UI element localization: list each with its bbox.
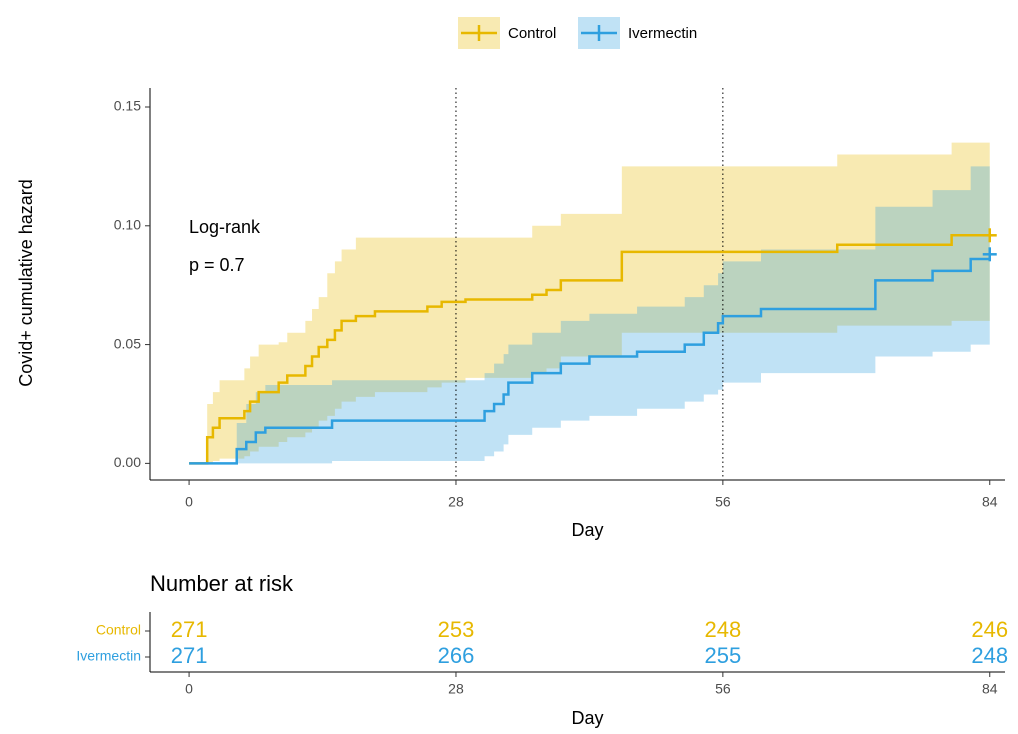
risk-value: 255	[705, 643, 742, 668]
y-tick-label: 0.15	[114, 98, 141, 114]
risk-value: 266	[438, 643, 475, 668]
table-title: Number at risk	[150, 571, 294, 596]
censor-mark	[982, 247, 997, 262]
legend-label: Ivermectin	[628, 25, 697, 42]
y-tick-label: 0.05	[114, 335, 141, 351]
annotation: Log-rank	[189, 217, 261, 237]
risk-value: 271	[171, 643, 208, 668]
risk-value: 271	[171, 617, 208, 642]
x-tick-label: 84	[982, 494, 998, 510]
x-tick-label: 28	[448, 681, 464, 697]
step-line	[189, 254, 991, 465]
annotation: p = 0.7	[189, 255, 245, 275]
row-label: Control	[96, 622, 141, 638]
x-axis-title: Day	[571, 708, 603, 728]
risk-value: 248	[705, 617, 742, 642]
x-tick-label: 56	[715, 681, 731, 697]
y-tick-label: 0.00	[114, 454, 141, 470]
x-tick-label: 28	[448, 494, 464, 510]
x-tick-label: 56	[715, 494, 731, 510]
x-tick-label: 84	[982, 681, 998, 697]
y-axis-title: Covid+ cumulative hazard	[16, 179, 36, 387]
step-line	[189, 234, 990, 465]
risk-value: 253	[438, 617, 475, 642]
row-label: Ivermectin	[76, 648, 141, 664]
x-tick-label: 0	[185, 494, 193, 510]
risk-value: 248	[971, 643, 1008, 668]
confidence-band	[189, 166, 990, 464]
legend-label: Control	[508, 25, 556, 42]
x-tick-label: 0	[185, 681, 193, 697]
x-axis-title: Day	[571, 520, 603, 540]
y-tick-label: 0.10	[114, 216, 141, 232]
censor-mark	[982, 228, 997, 243]
risk-value: 246	[971, 617, 1008, 642]
confidence-band	[189, 142, 990, 464]
